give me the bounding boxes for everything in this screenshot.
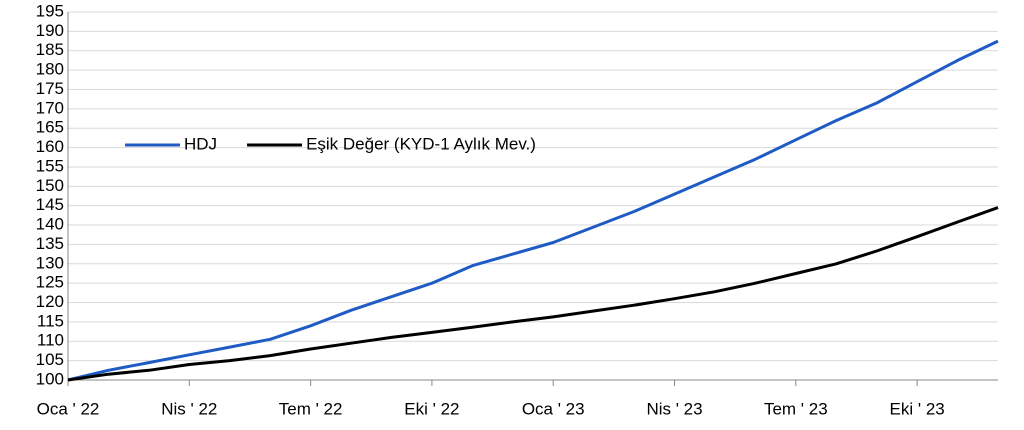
y-tick-label: 130 (36, 253, 64, 272)
y-tick-label: 155 (36, 156, 64, 175)
y-tick-label: 180 (36, 60, 64, 79)
x-tick-label: Tem ' 22 (279, 399, 343, 418)
y-tick-label: 185 (36, 40, 64, 59)
y-tick-label: 140 (36, 215, 64, 234)
y-tick-label: 170 (36, 98, 64, 117)
x-tick-label: Eki ' 23 (890, 399, 945, 418)
y-tick-label: 105 (36, 350, 64, 369)
x-tick-label: Nis ' 23 (646, 399, 702, 418)
x-tick-label: Eki ' 22 (404, 399, 459, 418)
y-tick-label: 115 (37, 311, 64, 330)
y-tick-label: 145 (36, 195, 64, 214)
y-tick-label: 195 (36, 1, 64, 20)
y-tick-label: 175 (36, 79, 64, 98)
y-tick-label: 165 (36, 118, 64, 137)
legend-label: Eşik Değer (KYD-1 Aylık Mev.) (306, 134, 536, 153)
y-tick-label: 160 (36, 137, 64, 156)
x-tick-label: Tem ' 23 (764, 399, 828, 418)
x-tick-label: Oca ' 22 (37, 399, 100, 418)
y-tick-label: 100 (36, 369, 64, 388)
y-tick-label: 135 (36, 234, 64, 253)
series-line (67, 39, 999, 382)
x-tick-label: Nis ' 22 (161, 399, 217, 418)
series-line (67, 206, 999, 382)
y-tick-label: 120 (36, 292, 64, 311)
y-tick-label: 150 (36, 176, 64, 195)
y-tick-label: 190 (36, 21, 64, 40)
legend-label: HDJ (184, 134, 217, 153)
x-tick-label: Oca ' 23 (522, 399, 585, 418)
y-tick-label: 125 (36, 273, 64, 292)
y-tick-label: 110 (37, 331, 64, 350)
